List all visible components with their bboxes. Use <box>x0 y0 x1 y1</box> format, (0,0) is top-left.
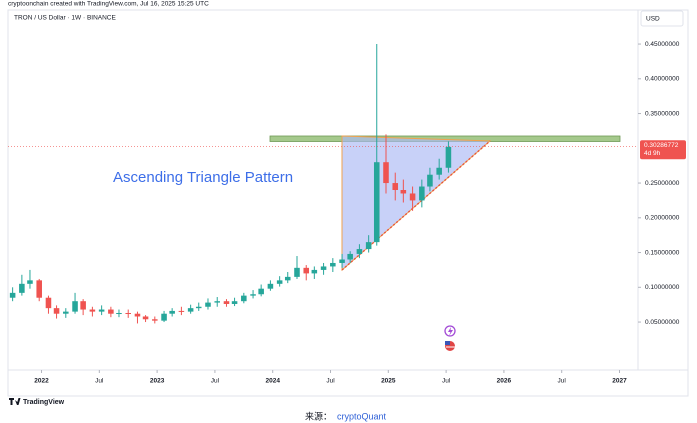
lightning <box>448 327 453 336</box>
flag-canton <box>445 341 450 345</box>
candle-body <box>311 269 318 274</box>
candle-body <box>98 309 105 312</box>
brand: TradingView <box>23 399 65 406</box>
x-tick-label: 2024 <box>265 378 280 385</box>
currency-box[interactable] <box>640 10 684 27</box>
candle-body <box>258 288 264 295</box>
y-tick-label: 0.15000000 <box>645 249 680 256</box>
candle-body <box>276 280 283 284</box>
candle-body <box>53 308 60 314</box>
frame <box>7 9 689 397</box>
currency: USD <box>646 16 660 23</box>
x-tick-label: 2027 <box>612 378 627 385</box>
countdown: 4d 9h <box>644 150 661 157</box>
candle-body <box>419 186 425 201</box>
candle-body <box>169 310 175 314</box>
y-tick-label: 0.20000000 <box>645 215 680 222</box>
annotation: Ascending Triangle Pattern <box>113 169 293 186</box>
candle-body <box>373 162 380 243</box>
candle-body <box>214 301 221 303</box>
attribution: cryptoonchain created with TradingView.c… <box>8 1 209 8</box>
candle-body <box>108 309 114 314</box>
candle-body <box>267 283 274 289</box>
x-tick-label: Jul <box>558 378 567 385</box>
candle-body <box>195 306 202 309</box>
candle-body <box>445 146 452 168</box>
candle-body <box>142 316 149 320</box>
candle-body <box>9 292 16 298</box>
candle-body <box>80 301 86 310</box>
candle-body <box>365 242 372 250</box>
candle-body <box>187 308 194 312</box>
price-label-box <box>640 140 686 160</box>
y-tick-label: 0.40000000 <box>645 76 680 83</box>
candle-body <box>303 267 310 274</box>
candle-body <box>63 311 69 314</box>
candle-body <box>161 313 167 321</box>
candle-body <box>231 301 238 304</box>
x-tick-label: Jul <box>326 378 335 385</box>
x-tick-label: 2022 <box>34 378 49 385</box>
candle-body <box>89 309 96 312</box>
last-price: 0.30286772 <box>644 142 679 149</box>
y-tick-label: 0.35000000 <box>645 110 680 117</box>
y-tick-label: 0.45000000 <box>645 41 680 48</box>
candle-body <box>356 249 363 254</box>
candle-body <box>205 302 211 307</box>
candle-body <box>72 301 78 312</box>
x-tick-label: 2025 <box>381 378 396 385</box>
candle-body <box>27 280 33 284</box>
candle-body <box>392 183 399 190</box>
candle-body <box>178 310 185 312</box>
candle-body <box>45 297 52 309</box>
candle-body <box>152 319 158 321</box>
x-tick-label: Jul <box>442 378 451 385</box>
candle-body <box>284 276 291 281</box>
candle-body <box>436 167 442 175</box>
candle-body <box>409 193 416 201</box>
candle-body <box>320 266 327 270</box>
source-label: 来源： <box>305 411 332 421</box>
x-tick-label: 2023 <box>150 378 165 385</box>
candle-body <box>116 313 122 315</box>
candle-body <box>347 253 353 260</box>
candle-body <box>383 162 389 184</box>
candle-body <box>339 259 345 263</box>
candle-body <box>294 267 300 277</box>
candle-body <box>36 280 42 298</box>
candle-body <box>250 294 256 296</box>
candle-body <box>400 190 407 194</box>
x-tick-label: Jul <box>211 378 220 385</box>
x-tick-label: 2026 <box>497 378 512 385</box>
y-tick-label: 0.25000000 <box>645 180 680 187</box>
candle-body <box>241 295 247 302</box>
candle-body <box>19 283 25 293</box>
source-name[interactable]: cryptoQuant <box>337 411 387 421</box>
tv-logo <box>9 398 21 405</box>
y-tick-label: 0.05000000 <box>645 319 680 326</box>
y-tick-label: 0.10000000 <box>645 284 680 291</box>
x-tick-label: Jul <box>95 378 104 385</box>
candle-body <box>427 174 433 187</box>
candle-body <box>134 313 141 317</box>
candle-body <box>223 301 230 304</box>
symbol: TRON / US Dollar · 1W · BINANCE <box>14 15 117 22</box>
candle-body <box>330 262 336 267</box>
candle-body <box>125 313 131 315</box>
